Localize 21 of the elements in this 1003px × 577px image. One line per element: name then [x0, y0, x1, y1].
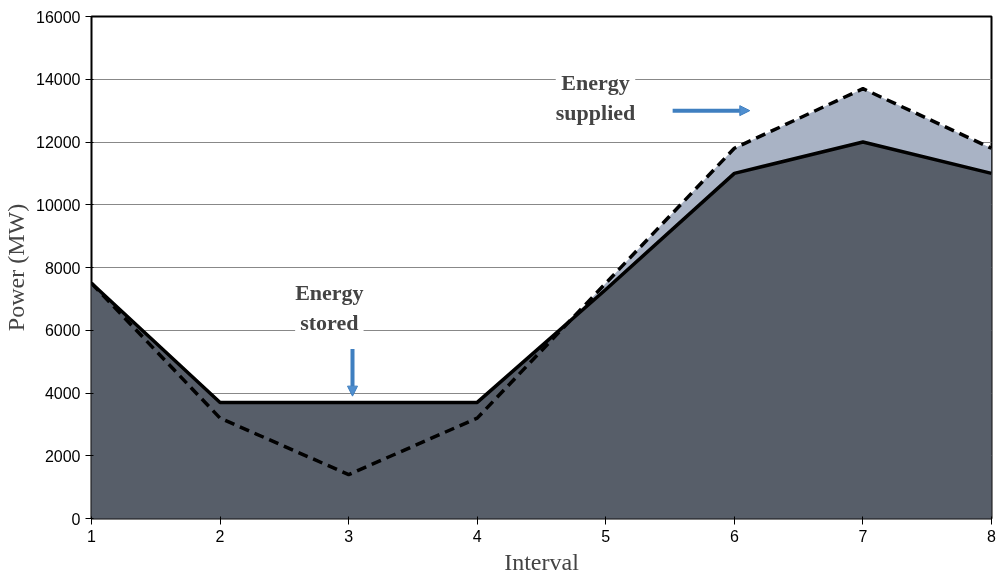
y-tick-label: 6000: [44, 322, 81, 340]
x-tick-label: 8: [987, 527, 997, 545]
x-tick-label: 4: [472, 527, 482, 545]
y-tick-label: 0: [71, 510, 81, 528]
x-tick-label: 2: [215, 527, 225, 545]
y-tick-label: 8000: [44, 259, 81, 277]
x-tick-label: 3: [344, 527, 354, 545]
y-axis-title: Power (MW): [3, 203, 30, 332]
annotation: Energy stored: [295, 280, 364, 336]
x-tick-label: 1: [87, 527, 97, 545]
y-tick-label: 2000: [44, 447, 81, 465]
y-tick-label: 14000: [36, 71, 81, 89]
y-tick-label: 4000: [44, 385, 81, 402]
x-tick-label: 6: [729, 527, 739, 545]
y-tick-label: 10000: [36, 196, 81, 214]
y-tick-label: 12000: [36, 134, 81, 151]
x-tick-label: 7: [858, 527, 868, 545]
annotation: Energy supplied: [555, 69, 636, 125]
y-tick-label: 16000: [36, 8, 81, 26]
x-tick-label: 5: [601, 527, 611, 545]
x-axis-title: Interval: [504, 548, 580, 575]
